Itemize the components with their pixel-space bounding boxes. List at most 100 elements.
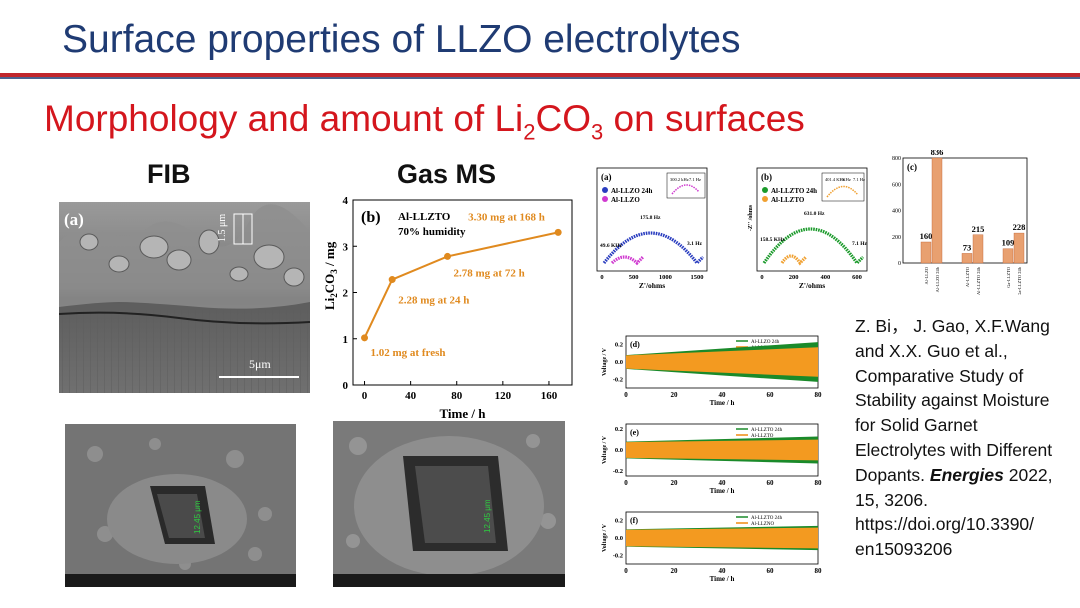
citation-journal: Energies bbox=[929, 464, 1004, 485]
frequency-annotation: 175.8 Hz bbox=[640, 215, 661, 221]
y-tick-label: 0.0 bbox=[615, 447, 623, 454]
inset-series bbox=[826, 185, 859, 198]
y-tick-label: -0.2 bbox=[613, 468, 623, 475]
sem-pit-2-drawing bbox=[333, 421, 565, 587]
x-tick-label: 60 bbox=[767, 567, 775, 575]
citation-doi[interactable]: https://doi.org/10.3390/ en15093206 bbox=[855, 514, 1035, 560]
y-tick-label: 0.2 bbox=[615, 518, 623, 525]
panel-label: (f) bbox=[630, 516, 638, 525]
inset-frame bbox=[821, 172, 865, 202]
legend-label: Al-LLZTO bbox=[751, 434, 774, 439]
bar-value-label: 228 bbox=[1013, 222, 1026, 232]
x-tick-label: 40 bbox=[719, 391, 727, 399]
subtitle-subscript: 3 bbox=[591, 119, 604, 145]
y-tick-label: 0 bbox=[343, 380, 349, 392]
y-tick-label: 4 bbox=[343, 195, 349, 207]
series-line bbox=[363, 231, 559, 339]
y-tick-label: 600 bbox=[892, 182, 901, 188]
inset-annotation: 300.2 kHz bbox=[670, 177, 689, 182]
frequency-annotation: 7.1 Hz bbox=[852, 241, 868, 247]
title-divider-secondary bbox=[0, 77, 1080, 79]
legend-label: Al-LLZTO 24h bbox=[751, 516, 783, 521]
inset-series bbox=[671, 184, 700, 195]
sem-image-cross-section: (a) 1.5 μm 5μm bbox=[59, 202, 310, 393]
x-tick-label: 500 bbox=[629, 274, 639, 281]
bar bbox=[972, 234, 984, 264]
sem-a-vertical-scale: 1.5 μm bbox=[217, 213, 228, 242]
x-axis-label: Time / h bbox=[440, 406, 487, 421]
sem-image-pit-1: 12.45 μm bbox=[65, 424, 296, 587]
panel-label: (c) bbox=[907, 162, 917, 172]
legend-label: Al-LLZNO bbox=[751, 522, 774, 527]
bar-value-label: 836 bbox=[931, 150, 944, 157]
x-tick-label: 120 bbox=[495, 390, 512, 402]
bar bbox=[920, 241, 932, 264]
y-axis-label: Voltage / V bbox=[602, 523, 608, 552]
x-tick-label: 160 bbox=[541, 390, 558, 402]
panel-label: (b) bbox=[361, 209, 381, 226]
x-tick-label: 20 bbox=[671, 567, 679, 575]
panel-label: (d) bbox=[630, 340, 640, 349]
category-label: Ga-LLZTO 24h bbox=[1017, 266, 1022, 295]
x-tick-label: 40 bbox=[719, 479, 727, 487]
inset-annotation: 7.1 Hz bbox=[689, 177, 701, 182]
data-label: 3.30 mg at 168 h bbox=[468, 211, 545, 223]
title-divider bbox=[0, 73, 1080, 77]
series-envelope bbox=[626, 439, 818, 461]
slide-subtitle: Morphology and amount of Li2CO3 on surfa… bbox=[44, 98, 805, 145]
y-tick-label: 0.0 bbox=[615, 359, 623, 366]
data-label: 2.78 mg at 72 h bbox=[454, 267, 525, 279]
resistance-bar-chart: (c) 0 200 400 600 800 160 Al-LLZO 836 Al-LLZO 24h… bbox=[892, 150, 1028, 295]
category-label: Al-LLZTO 24h bbox=[976, 266, 981, 295]
sem-pit-1-drawing bbox=[65, 424, 296, 587]
panel-label: (e) bbox=[630, 428, 639, 437]
cycling-chart-d: (d)Al-LLZO 24hAl-LLZO0.20.0-0.2020406080… bbox=[602, 335, 823, 407]
subtitle-part: Morphology and amount of Li bbox=[44, 98, 524, 139]
frequency-annotation: 3.1 Hz bbox=[687, 241, 703, 247]
panel-label: (b) bbox=[761, 172, 772, 182]
legend-marker bbox=[602, 187, 608, 193]
data-point bbox=[554, 228, 562, 236]
y-tick-label: 200 bbox=[892, 235, 901, 241]
x-tick-label: 60 bbox=[767, 479, 775, 487]
x-tick-label: 200 bbox=[789, 274, 799, 281]
citation: Z. Bi， J. Gao, X.F.Wang and X.X. Guo et … bbox=[855, 314, 1067, 562]
legend-label: Al-LLZO bbox=[611, 196, 640, 204]
legend-label: Al-LLZO 24h bbox=[751, 340, 780, 345]
y-tick-label: 2 bbox=[343, 288, 349, 300]
x-tick-label: 0 bbox=[624, 567, 628, 575]
x-tick-label: 40 bbox=[405, 390, 417, 402]
subtitle-part: on surfaces bbox=[603, 98, 805, 139]
inset-frame bbox=[666, 172, 706, 199]
y-axis-label: Voltage / V bbox=[602, 347, 608, 376]
x-tick-label: 1500 bbox=[691, 274, 704, 281]
x-tick-label: 0 bbox=[760, 274, 763, 281]
li2co3-chart: Li2CO3 / mg 0 40 80 120 160 0 1 2 3 4 Time / h (b) A… bbox=[322, 195, 573, 421]
legend-label: Al-LLZTO 24h bbox=[771, 187, 817, 195]
frequency-annotation: 49.6 KHz bbox=[600, 243, 623, 249]
bar bbox=[1013, 232, 1025, 264]
chart-note: Al-LLZTO bbox=[398, 211, 451, 223]
slide-title: Surface properties of LLZO electrolytes bbox=[62, 18, 741, 61]
data-point bbox=[361, 334, 369, 342]
inset-annotation: 1 KHz bbox=[839, 177, 851, 182]
citation-authors: Z. Bi， J. Gao, X.F.Wang and X.X. Guo et … bbox=[855, 316, 1050, 361]
x-tick-label: 80 bbox=[815, 391, 823, 399]
x-tick-label: 80 bbox=[815, 479, 823, 487]
x-tick-label: 0 bbox=[624, 479, 628, 487]
sem-cross-section-drawing bbox=[59, 202, 310, 393]
y-axis-label: Li2CO3 / mg bbox=[322, 241, 339, 310]
legend-marker bbox=[762, 187, 768, 193]
category-label: Al-LLZO 24h bbox=[935, 266, 940, 292]
x-tick-label: 20 bbox=[671, 391, 679, 399]
bar-value-label: 160 bbox=[920, 231, 933, 241]
bar bbox=[931, 157, 943, 264]
sem-pit-2-measurement: 12.45 μm bbox=[483, 499, 492, 533]
citation-details: 2022, 15, 3206. bbox=[855, 464, 1053, 510]
y-tick-label: 0.2 bbox=[615, 342, 623, 349]
data-label: 1.02 mg at fresh bbox=[371, 347, 446, 359]
y-tick-label: 3 bbox=[343, 241, 349, 253]
